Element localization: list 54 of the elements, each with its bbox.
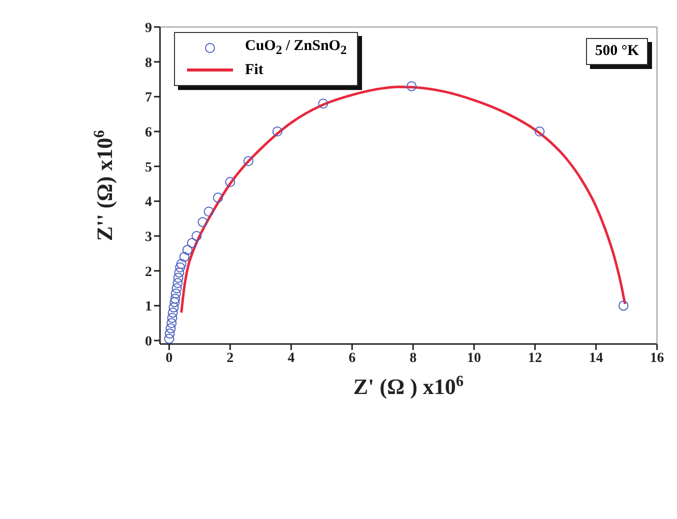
point xyxy=(618,300,628,311)
point xyxy=(168,302,179,312)
y-tick-label: 7 xyxy=(145,90,152,106)
point xyxy=(172,278,183,288)
point xyxy=(168,308,178,318)
y-tick-label: 0 xyxy=(145,334,152,350)
point xyxy=(172,283,182,294)
y-tick-label: 8 xyxy=(145,56,152,71)
point xyxy=(243,156,254,166)
line-series xyxy=(180,86,626,314)
x-tick-label: 8 xyxy=(410,350,417,366)
x-axis-title: Z' (Ω ) x10$^{6}$ xyxy=(353,372,464,399)
point xyxy=(182,244,192,255)
legend-label: CuO$_{2}$ / ZnSnO$_{2}$ xyxy=(245,38,347,58)
x-tick-label: 16 xyxy=(650,350,664,366)
point xyxy=(534,126,545,137)
y-tick-label: 6 xyxy=(145,125,152,140)
point xyxy=(166,318,177,328)
point xyxy=(170,294,180,304)
y-tick-label: 5 xyxy=(145,160,152,176)
x-tick-label: 10 xyxy=(467,350,482,366)
y-tick-label: 2 xyxy=(145,264,152,280)
point xyxy=(170,288,181,298)
x-tick-label: 2 xyxy=(226,350,234,366)
y-tick-label: 1 xyxy=(145,300,152,315)
x-tick-label: 14 xyxy=(589,350,604,366)
y-tick-label: 9 xyxy=(145,20,152,36)
point xyxy=(175,262,186,272)
point xyxy=(204,206,214,217)
point xyxy=(173,272,184,283)
point xyxy=(166,323,176,334)
point xyxy=(318,98,328,109)
x-tick-label: 4 xyxy=(288,350,295,366)
point xyxy=(176,258,186,269)
point xyxy=(212,192,223,203)
point xyxy=(164,334,174,344)
point xyxy=(170,297,180,308)
y-tick-label: 3 xyxy=(145,230,152,245)
point xyxy=(174,268,184,278)
point xyxy=(187,238,198,248)
point xyxy=(225,177,236,188)
legend-label: Fit xyxy=(245,62,264,78)
point xyxy=(192,231,202,242)
point xyxy=(179,252,190,262)
y-tick-label: 4 xyxy=(145,195,152,210)
point xyxy=(164,328,175,339)
x-tick-label: 12 xyxy=(528,350,542,366)
x-tick-label: 0 xyxy=(166,350,173,366)
point xyxy=(198,217,208,228)
point xyxy=(167,312,178,323)
point xyxy=(272,126,282,137)
x-tick-label: 6 xyxy=(348,350,356,366)
point xyxy=(406,81,417,92)
annotation: 500 °K xyxy=(595,43,639,59)
